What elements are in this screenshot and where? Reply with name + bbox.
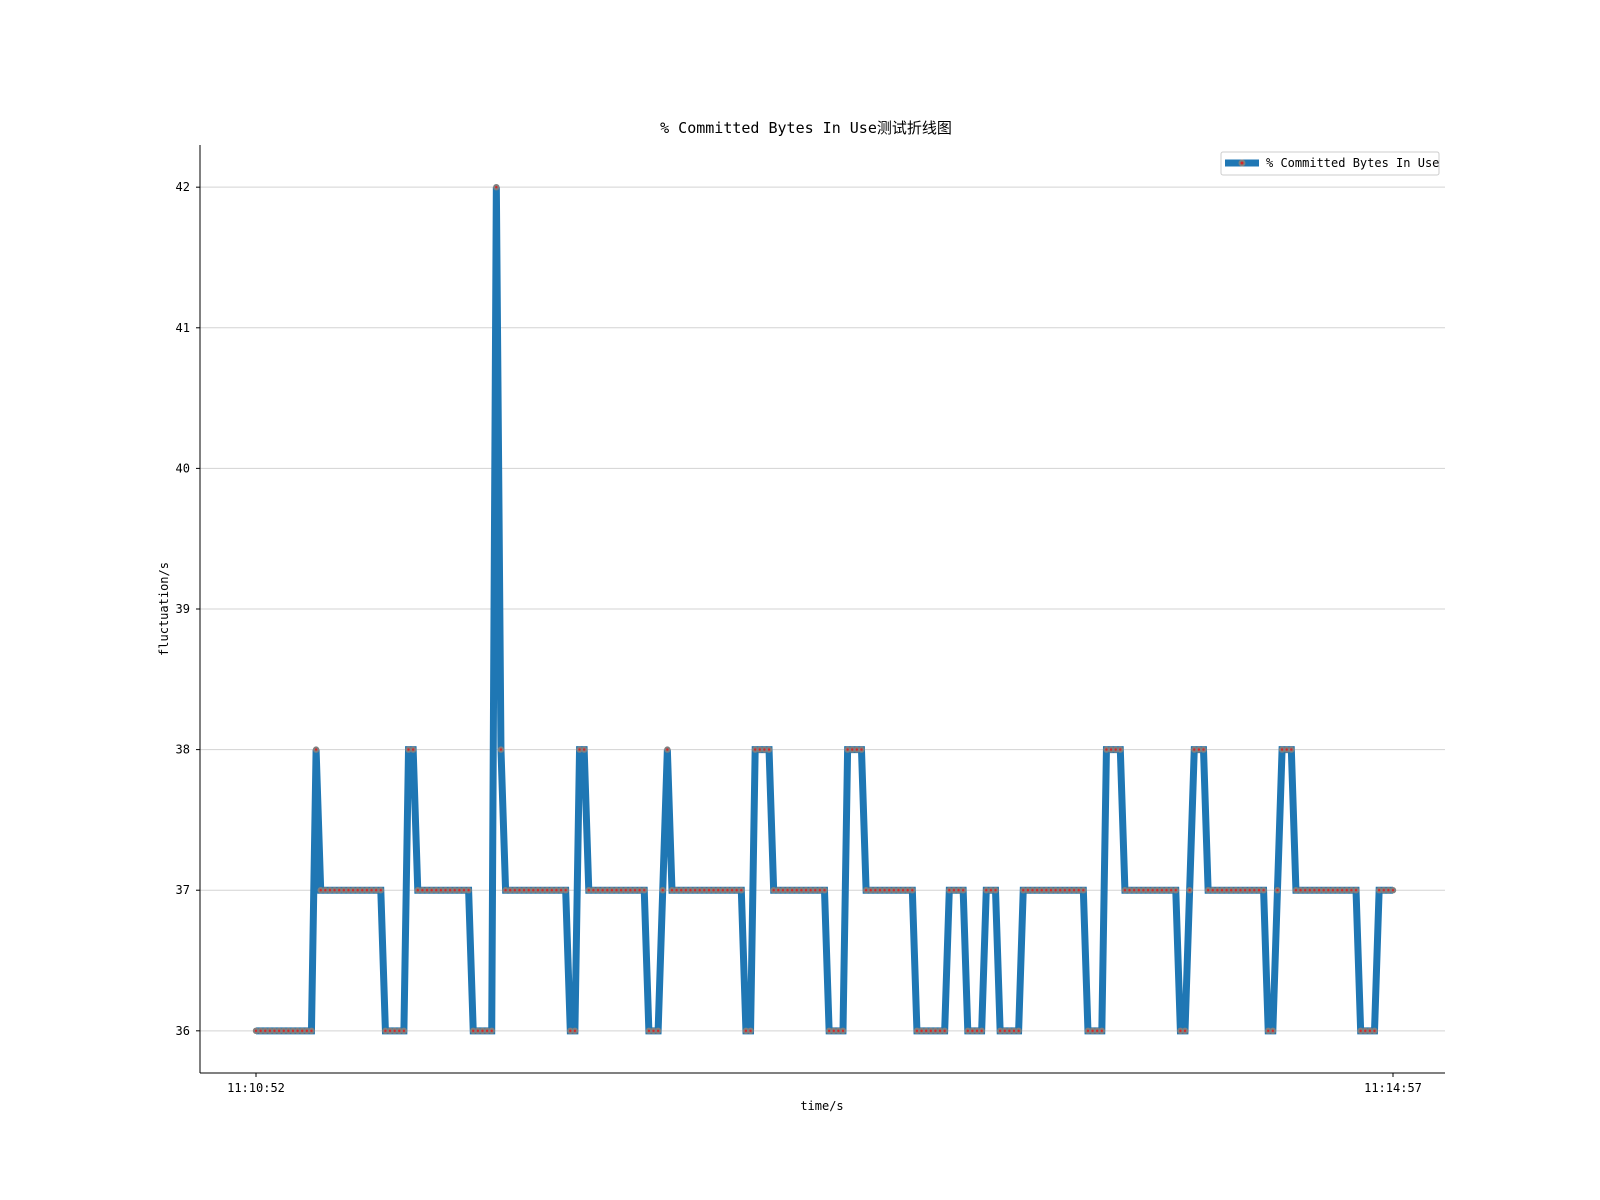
legend: % Committed Bytes In Use	[1220, 151, 1440, 176]
data-point	[562, 887, 569, 894]
data-point	[992, 887, 999, 894]
data-point	[654, 1027, 662, 1035]
data-point	[909, 887, 916, 894]
data-point	[571, 1027, 579, 1035]
data-point-markers	[252, 183, 1397, 1035]
data-point	[1260, 887, 1267, 894]
data-point	[377, 887, 384, 894]
data-point	[308, 1027, 315, 1035]
data-point	[858, 746, 865, 753]
data-point	[1200, 746, 1207, 753]
x-tick-label: 11:10:52	[227, 1081, 285, 1095]
data-point	[765, 746, 773, 753]
data-point	[312, 746, 320, 753]
data-point	[1015, 1027, 1022, 1035]
data-point	[1389, 887, 1397, 894]
data-point	[1274, 887, 1281, 894]
y-tick-label: 39	[176, 602, 190, 616]
data-point	[1371, 1027, 1378, 1035]
data-point	[400, 1027, 408, 1035]
data-point	[978, 1027, 985, 1035]
data-point	[839, 1027, 847, 1035]
y-tick-label: 40	[176, 461, 190, 475]
y-tick-label: 41	[176, 321, 190, 335]
data-point	[1172, 887, 1179, 894]
y-tick-label: 37	[176, 883, 190, 897]
y-tick-label: 38	[176, 743, 190, 757]
legend-marker-swatch	[1238, 159, 1246, 167]
data-point	[409, 746, 417, 753]
data-point	[659, 887, 666, 894]
y-axis-ticks: 36 37 38 39 40 41 42	[176, 180, 200, 1038]
data-point	[1288, 746, 1295, 753]
data-point	[1352, 887, 1360, 894]
x-axis-label: time/s	[800, 1099, 843, 1113]
data-point	[1117, 746, 1124, 753]
y-axis-label: fluctuation/s	[157, 562, 171, 656]
chart-title: % Committed Bytes In Use测试折线图	[660, 119, 952, 137]
y-tick-label: 36	[176, 1024, 190, 1038]
legend-entry-label: % Committed Bytes In Use	[1266, 156, 1439, 170]
data-point	[580, 746, 588, 753]
data-point	[1080, 887, 1087, 894]
data-point	[465, 887, 472, 894]
data-point	[493, 183, 500, 191]
data-point	[641, 887, 648, 894]
x-axis-ticks: 11:10:52 11:14:57	[227, 1073, 1422, 1095]
data-point	[738, 887, 745, 894]
x-tick-label: 11:14:57	[1364, 1081, 1422, 1095]
data-point	[1098, 1027, 1106, 1035]
data-point	[1181, 1027, 1189, 1035]
y-tick-label: 42	[176, 180, 190, 194]
data-point	[821, 887, 828, 894]
data-point	[941, 1027, 948, 1035]
data-point	[959, 887, 967, 894]
data-point	[747, 1027, 754, 1035]
legend-box	[1220, 151, 1440, 176]
data-point	[497, 746, 505, 753]
data-point	[1269, 1027, 1277, 1035]
data-point	[488, 1027, 495, 1035]
data-point	[664, 746, 671, 753]
data-point	[1186, 887, 1193, 894]
